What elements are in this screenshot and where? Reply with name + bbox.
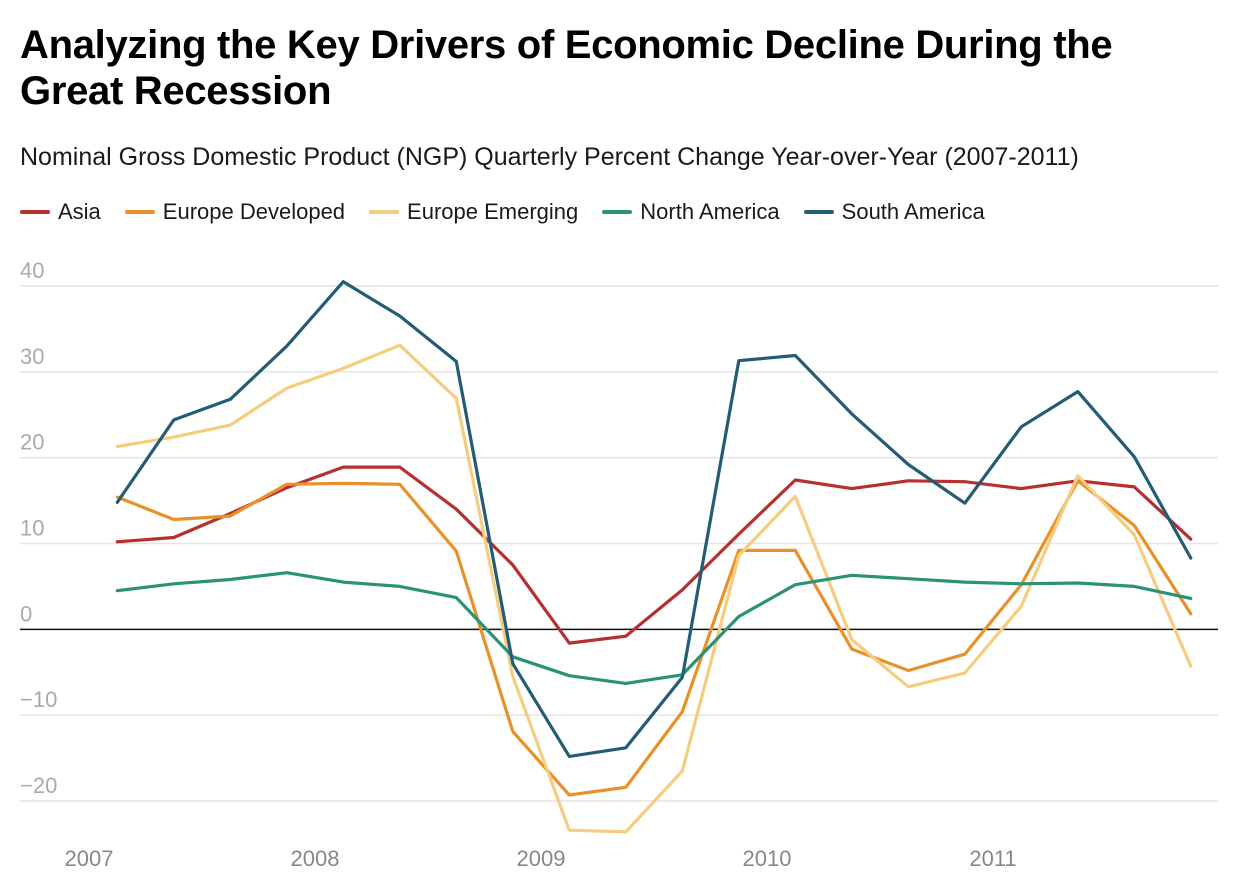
x-axis-tick-labels: 2007 2008 2009 2010 2011 <box>65 846 1017 871</box>
y-tick-label: −10 <box>20 687 57 712</box>
x-tick-label: 2010 <box>743 846 792 871</box>
x-tick-label: 2009 <box>517 846 566 871</box>
chart-legend: Asia Europe Developed Europe Emerging North… <box>20 199 1009 225</box>
y-tick-label: 20 <box>20 430 44 455</box>
y-axis-tick-labels: 40 30 20 10 0 −10 −20 <box>20 258 57 798</box>
series-line-europe-developed <box>115 479 1193 797</box>
legend-swatch <box>602 210 633 214</box>
legend-swatch <box>124 210 155 214</box>
legend-label: Asia <box>58 199 101 224</box>
legend-label: South America <box>841 199 985 224</box>
legend-label: Europe Developed <box>162 199 346 224</box>
x-tick-label: 2008 <box>291 846 340 871</box>
legend-item-south-america: South America <box>803 199 985 225</box>
series-line-asia <box>115 465 1193 645</box>
y-tick-label: 40 <box>20 258 44 283</box>
legend-label: Europe Emerging <box>407 199 579 224</box>
legend-item-europe-emerging: Europe Emerging <box>369 199 578 225</box>
y-tick-label: 0 <box>20 601 32 626</box>
series-line-north-america <box>115 571 1193 686</box>
x-tick-label: 2011 <box>969 846 1016 871</box>
series-lines <box>115 280 1193 834</box>
y-tick-label: 30 <box>20 344 44 369</box>
legend-item-europe-developed: Europe Developed <box>124 199 346 225</box>
legend-swatch <box>369 210 400 214</box>
legend-label: North America <box>640 199 780 224</box>
series-line-south-america <box>115 280 1193 759</box>
chart-subtitle: Nominal Gross Domestic Product (NGP) Qua… <box>20 143 1079 171</box>
chart-title: Analyzing the Key Drivers of Economic De… <box>20 23 1113 113</box>
grid-lines <box>20 285 1218 802</box>
y-tick-label: −20 <box>20 773 57 798</box>
series-line-europe-emerging <box>115 343 1193 834</box>
legend-swatch <box>803 210 834 214</box>
y-tick-label: 10 <box>20 516 44 541</box>
legend-item-north-america: North America <box>602 199 780 225</box>
legend-swatch <box>20 210 50 214</box>
x-tick-label: 2007 <box>65 846 114 871</box>
legend-item-asia: Asia <box>20 199 101 225</box>
